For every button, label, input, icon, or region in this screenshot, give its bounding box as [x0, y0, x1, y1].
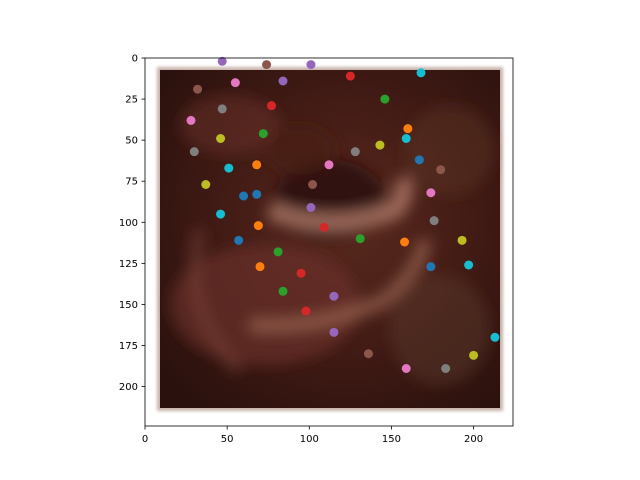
data-point-8 — [380, 94, 390, 104]
data-point-32 — [253, 221, 263, 231]
scatter-points — [186, 56, 500, 373]
x-tick-label: 50 — [221, 434, 234, 445]
y-tick-label: 100 — [119, 218, 138, 229]
data-point-34 — [355, 234, 365, 244]
x-tick-label: 0 — [142, 434, 148, 445]
data-point-1 — [262, 60, 272, 70]
y-tick-label: 75 — [125, 177, 138, 188]
data-point-19 — [414, 155, 424, 165]
data-point-38 — [273, 247, 283, 257]
data-point-47 — [490, 332, 500, 342]
data-point-2 — [306, 60, 316, 70]
data-point-46 — [329, 327, 339, 337]
data-point-45 — [301, 306, 311, 316]
data-point-50 — [401, 364, 411, 373]
background-image — [157, 67, 503, 411]
y-axis: 0 25 50 75 100 125 150 175 200 — [119, 54, 145, 393]
data-point-0 — [217, 56, 227, 66]
data-point-18 — [350, 147, 360, 157]
y-tick-label: 25 — [125, 95, 138, 106]
data-point-29 — [306, 203, 316, 212]
data-point-36 — [400, 237, 410, 247]
y-tick-label: 0 — [132, 54, 138, 65]
data-point-10 — [217, 104, 227, 114]
axes-frame — [144, 57, 514, 427]
data-point-6 — [278, 76, 288, 86]
data-point-39 — [255, 262, 265, 272]
data-point-43 — [278, 286, 288, 296]
data-point-44 — [329, 291, 339, 301]
y-tick-label: 150 — [119, 300, 138, 311]
data-point-11 — [186, 115, 196, 125]
data-point-30 — [216, 209, 226, 219]
y-tick-label: 200 — [119, 382, 138, 393]
data-point-27 — [252, 189, 262, 199]
data-point-37 — [457, 235, 467, 245]
data-point-40 — [426, 262, 436, 272]
data-point-5 — [230, 78, 240, 88]
y-tick-label: 50 — [125, 136, 138, 147]
data-point-16 — [375, 140, 385, 150]
data-point-33 — [319, 222, 329, 232]
data-point-15 — [401, 134, 411, 143]
data-point-20 — [252, 160, 262, 170]
x-tick-label: 200 — [464, 434, 483, 445]
data-point-3 — [416, 68, 426, 78]
x-axis: 0 50 100 150 200 — [142, 426, 483, 445]
data-point-9 — [267, 101, 276, 111]
data-point-41 — [464, 260, 474, 270]
data-point-13 — [258, 129, 268, 139]
data-point-26 — [426, 188, 436, 198]
data-point-42 — [296, 268, 306, 278]
data-point-22 — [224, 163, 234, 173]
data-point-49 — [469, 350, 479, 360]
data-point-7 — [193, 84, 203, 94]
data-point-28 — [239, 191, 249, 201]
data-point-24 — [201, 180, 211, 189]
data-point-48 — [363, 349, 373, 359]
data-point-23 — [436, 165, 446, 175]
data-point-35 — [234, 235, 244, 245]
x-tick-label: 100 — [300, 434, 319, 445]
data-point-51 — [441, 364, 451, 373]
y-tick-label: 175 — [119, 341, 138, 352]
data-point-31 — [429, 216, 439, 226]
y-tick-label: 125 — [119, 259, 138, 270]
data-point-4 — [345, 71, 355, 81]
data-point-25 — [308, 180, 318, 189]
data-point-17 — [189, 147, 199, 157]
data-point-12 — [403, 124, 413, 134]
data-point-21 — [324, 160, 334, 170]
data-point-14 — [216, 134, 226, 143]
x-tick-label: 150 — [382, 434, 401, 445]
